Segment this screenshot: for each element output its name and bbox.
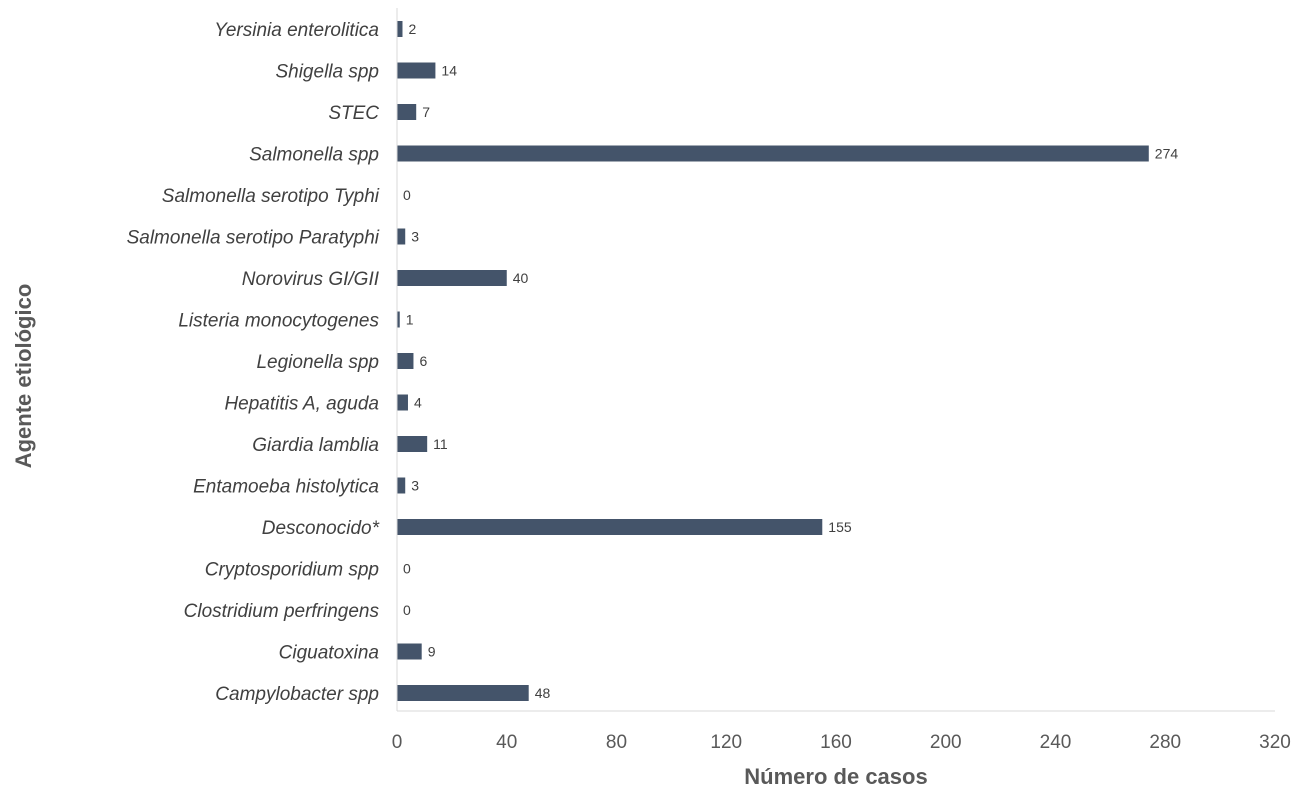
x-axis-title: Número de casos bbox=[744, 764, 927, 789]
category-label: Cryptosporidium spp bbox=[205, 560, 379, 581]
bar bbox=[397, 311, 400, 328]
value-label: 1 bbox=[406, 312, 414, 328]
category-label: Campylobacter spp bbox=[215, 684, 379, 705]
bar bbox=[397, 62, 436, 79]
bar bbox=[397, 21, 403, 37]
x-tick-label: 280 bbox=[1149, 732, 1181, 753]
category-label: Giardia lamblia bbox=[252, 435, 379, 456]
value-label: 4 bbox=[414, 395, 422, 411]
value-label: 274 bbox=[1155, 146, 1179, 162]
value-label: 0 bbox=[403, 561, 411, 577]
bar bbox=[397, 228, 406, 245]
x-tick-label: 80 bbox=[606, 732, 627, 753]
category-label: Salmonella serotipo Typhi bbox=[162, 186, 380, 207]
x-tick-label: 40 bbox=[496, 732, 517, 753]
bar bbox=[397, 477, 406, 494]
value-label: 7 bbox=[422, 104, 430, 120]
category-label: Listeria monocytogenes bbox=[178, 311, 379, 332]
value-label: 11 bbox=[433, 436, 448, 452]
bar bbox=[397, 353, 414, 369]
bar bbox=[397, 270, 507, 286]
bar bbox=[397, 436, 428, 452]
category-label: Norovirus GI/GII bbox=[242, 269, 380, 290]
value-label: 3 bbox=[411, 478, 419, 494]
bar bbox=[397, 519, 823, 535]
value-labels: 2 14 7 274 0 3 40 1 6 4 11 3 155 0 0 9 48 bbox=[403, 21, 1178, 701]
x-tick-label: 200 bbox=[930, 732, 962, 753]
bar bbox=[397, 145, 1149, 162]
value-label: 0 bbox=[403, 602, 411, 618]
category-label: Salmonella serotipo Paratyphi bbox=[127, 228, 380, 249]
bars-layer bbox=[397, 21, 1149, 701]
bar bbox=[397, 643, 422, 660]
category-label: Entamoeba histolytica bbox=[193, 477, 379, 498]
value-label: 3 bbox=[411, 229, 419, 245]
category-label: Yersinia enterolitica bbox=[214, 20, 379, 41]
category-label: Salmonella spp bbox=[249, 145, 379, 166]
category-label: STEC bbox=[328, 103, 379, 124]
category-labels: Yersinia enterolitica Shigella spp STEC Sal… bbox=[127, 20, 380, 705]
x-tick-label: 0 bbox=[392, 732, 403, 753]
value-label: 40 bbox=[513, 270, 529, 286]
category-label: Hepatitis A, aguda bbox=[224, 394, 379, 415]
x-tick-label: 120 bbox=[710, 732, 742, 753]
value-label: 9 bbox=[428, 644, 436, 660]
value-label: 155 bbox=[828, 519, 852, 535]
category-label: Desconocido* bbox=[262, 518, 380, 539]
y-axis-title: Agente etiológico bbox=[11, 284, 36, 469]
category-label: Legionella spp bbox=[256, 352, 379, 373]
x-tick-label: 240 bbox=[1040, 732, 1072, 753]
bar bbox=[397, 685, 529, 701]
bar bbox=[397, 394, 408, 411]
value-label: 48 bbox=[535, 685, 551, 701]
value-label: 0 bbox=[403, 187, 411, 203]
bar bbox=[397, 104, 417, 120]
value-label: 2 bbox=[408, 21, 416, 37]
x-tick-label: 320 bbox=[1259, 732, 1291, 753]
value-label: 14 bbox=[441, 63, 457, 79]
x-tick-labels: 0 40 80 120 160 200 240 280 320 bbox=[392, 732, 1291, 753]
category-label: Ciguatoxina bbox=[279, 643, 379, 664]
x-tick-label: 160 bbox=[820, 732, 852, 753]
category-label: Clostridium perfringens bbox=[184, 601, 380, 622]
category-label: Shigella spp bbox=[275, 62, 379, 83]
value-label: 6 bbox=[419, 353, 427, 369]
